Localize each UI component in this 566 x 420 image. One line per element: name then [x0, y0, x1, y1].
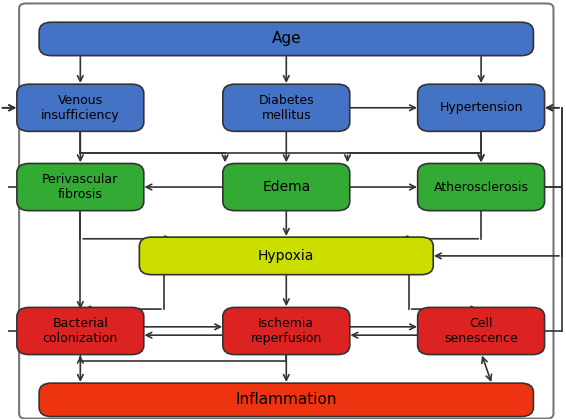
FancyBboxPatch shape: [418, 307, 544, 354]
Text: Inflammation: Inflammation: [235, 392, 337, 407]
FancyBboxPatch shape: [418, 163, 544, 210]
FancyBboxPatch shape: [223, 307, 350, 354]
Text: Hypoxia: Hypoxia: [258, 249, 315, 263]
Text: Venous
insufficiency: Venous insufficiency: [41, 94, 119, 122]
FancyBboxPatch shape: [223, 163, 350, 210]
FancyBboxPatch shape: [223, 84, 350, 131]
Text: Edema: Edema: [262, 180, 310, 194]
FancyBboxPatch shape: [418, 84, 544, 131]
Text: Bacterial
colonization: Bacterial colonization: [42, 317, 118, 345]
Text: Cell
senescence: Cell senescence: [444, 317, 518, 345]
Text: Age: Age: [272, 32, 301, 47]
Text: Hypertension: Hypertension: [439, 101, 523, 114]
Text: Diabetes
mellitus: Diabetes mellitus: [259, 94, 314, 122]
FancyBboxPatch shape: [39, 22, 533, 55]
FancyBboxPatch shape: [139, 237, 433, 275]
FancyBboxPatch shape: [39, 383, 533, 417]
FancyBboxPatch shape: [17, 307, 144, 354]
Text: Atherosclerosis: Atherosclerosis: [434, 181, 529, 194]
Text: Ischemia
reperfusion: Ischemia reperfusion: [251, 317, 322, 345]
FancyBboxPatch shape: [17, 84, 144, 131]
Text: Perivascular
fibrosis: Perivascular fibrosis: [42, 173, 118, 201]
FancyBboxPatch shape: [17, 163, 144, 210]
